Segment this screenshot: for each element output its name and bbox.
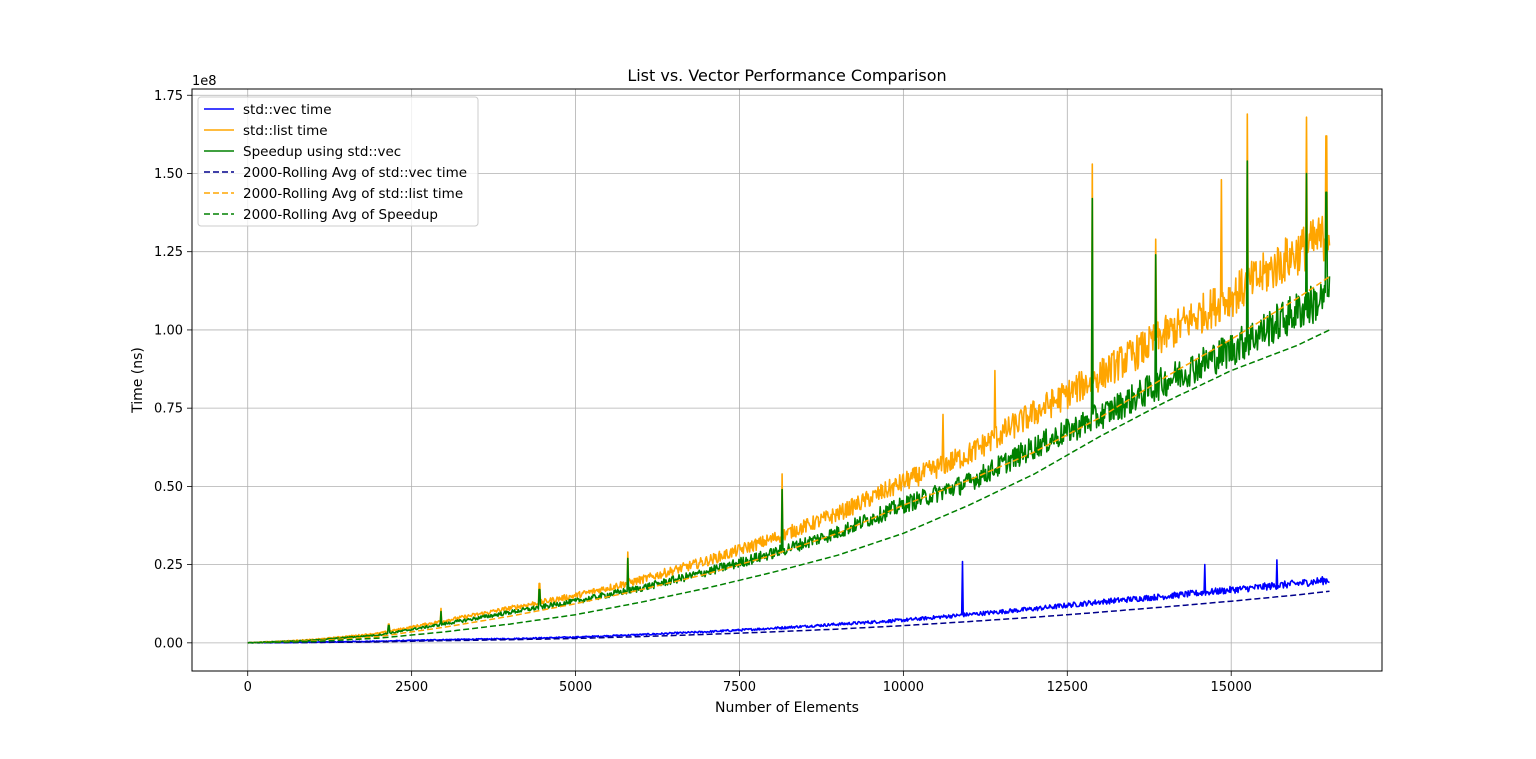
series-line-4 <box>247 590 1330 644</box>
grid-layer <box>192 89 1382 671</box>
y-tick-label: 0.50 <box>154 480 183 495</box>
x-tick-label: 15000 <box>1211 680 1252 695</box>
y-tick-label: 1.00 <box>154 323 183 338</box>
series-line-6 <box>247 329 1330 644</box>
chart-title: List vs. Vector Performance Comparison <box>627 66 946 85</box>
y-tick-label: 0.75 <box>154 402 183 417</box>
x-tick-label: 7500 <box>723 680 756 695</box>
y-tick-label: 1.50 <box>154 167 183 182</box>
y-tick-label: 1.75 <box>154 89 183 104</box>
x-tick-label: 5000 <box>559 680 592 695</box>
x-tick-label: 12500 <box>1047 680 1088 695</box>
series-line-2 <box>247 113 1331 644</box>
legend-label-1: std::vec time <box>243 102 332 118</box>
series-line-3 <box>247 160 1331 644</box>
legend-box <box>197 96 479 227</box>
axis-layer: 0 2500 5000 7500 10000 12500 15000 0.00 0.25 0.50… <box>154 89 1252 695</box>
legend-label-4: 2000-Rolling Avg of std::vec time <box>243 165 467 181</box>
y-tick-label: 0.00 <box>154 636 183 651</box>
y-tick-label: 0.25 <box>154 558 183 573</box>
x-tick-label: 0 <box>244 680 252 695</box>
data-layer <box>247 113 1331 644</box>
x-tick-label: 2500 <box>395 680 428 695</box>
x-axis-label: Number of Elements <box>715 700 859 716</box>
legend-label-3: Speedup using std::vec <box>243 144 401 160</box>
series-line-5 <box>247 276 1330 644</box>
series-line-1 <box>247 559 1330 644</box>
legend-label-2: std::list time <box>243 123 328 139</box>
legend-label-6: 2000-Rolling Avg of Speedup <box>243 207 438 223</box>
plot-frame <box>191 88 1383 672</box>
y-axis-label: Time (ns) <box>130 347 146 414</box>
legend-label-5: 2000-Rolling Avg of std::list time <box>243 186 463 202</box>
x-tick-label: 10000 <box>883 680 924 695</box>
y-tick-label: 1.25 <box>154 245 183 260</box>
y-offset-text: 1e8 <box>192 74 217 89</box>
